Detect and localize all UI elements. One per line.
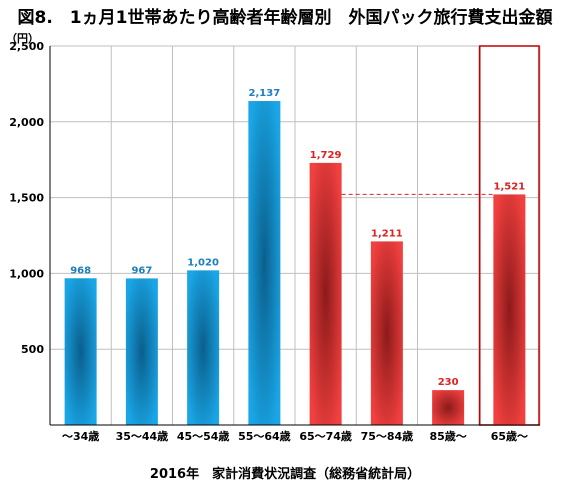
source-note: 2016年 家計消費状況調査（総務省統計局） (149, 467, 421, 482)
chart-title: 図8. 1ヵ月1世帯あたり高齢者年齢層別 外国パック旅行費支出金額 (17, 8, 553, 28)
bar (187, 270, 220, 425)
y-tick-label: 2,500 (9, 40, 44, 53)
data-label: 967 (131, 265, 152, 276)
data-label: 1,521 (494, 181, 526, 192)
x-tick-label: 45～54歳 (177, 429, 230, 443)
bar (370, 241, 403, 425)
data-label: 2,137 (249, 88, 281, 99)
y-tick-label: 500 (21, 343, 44, 356)
x-tick-label: 65歳～ (491, 429, 528, 443)
data-label: 1,729 (310, 150, 342, 161)
x-tick-label: ～34歳 (62, 429, 99, 443)
bar (432, 390, 465, 425)
x-tick-label: 85歳～ (429, 429, 466, 443)
y-axis-unit-label: （円） (6, 32, 39, 45)
y-tick-label: 1,500 (9, 192, 44, 205)
x-tick-label: 65～74歳 (299, 429, 352, 443)
data-label: 1,211 (371, 228, 403, 239)
labels: 500 1,000 1,500 2,000 2,500 968 ～34歳 967 35～44歳 1… (9, 40, 528, 443)
x-tick-label: 35～44歳 (116, 429, 169, 443)
data-label: 1,020 (187, 257, 219, 268)
x-tick-label: 75～84歳 (361, 429, 414, 443)
bar (493, 194, 526, 425)
gridlines (49, 45, 541, 425)
bar (125, 278, 158, 425)
data-label: 230 (438, 377, 459, 388)
bar (248, 101, 281, 426)
bar (64, 278, 97, 425)
data-label: 968 (70, 265, 91, 276)
bars (64, 101, 526, 426)
x-tick-label: 55～64歳 (238, 429, 291, 443)
bar (309, 162, 342, 425)
axes (49, 46, 540, 426)
y-tick-label: 2,000 (9, 116, 44, 129)
y-tick-label: 1,000 (9, 267, 44, 280)
